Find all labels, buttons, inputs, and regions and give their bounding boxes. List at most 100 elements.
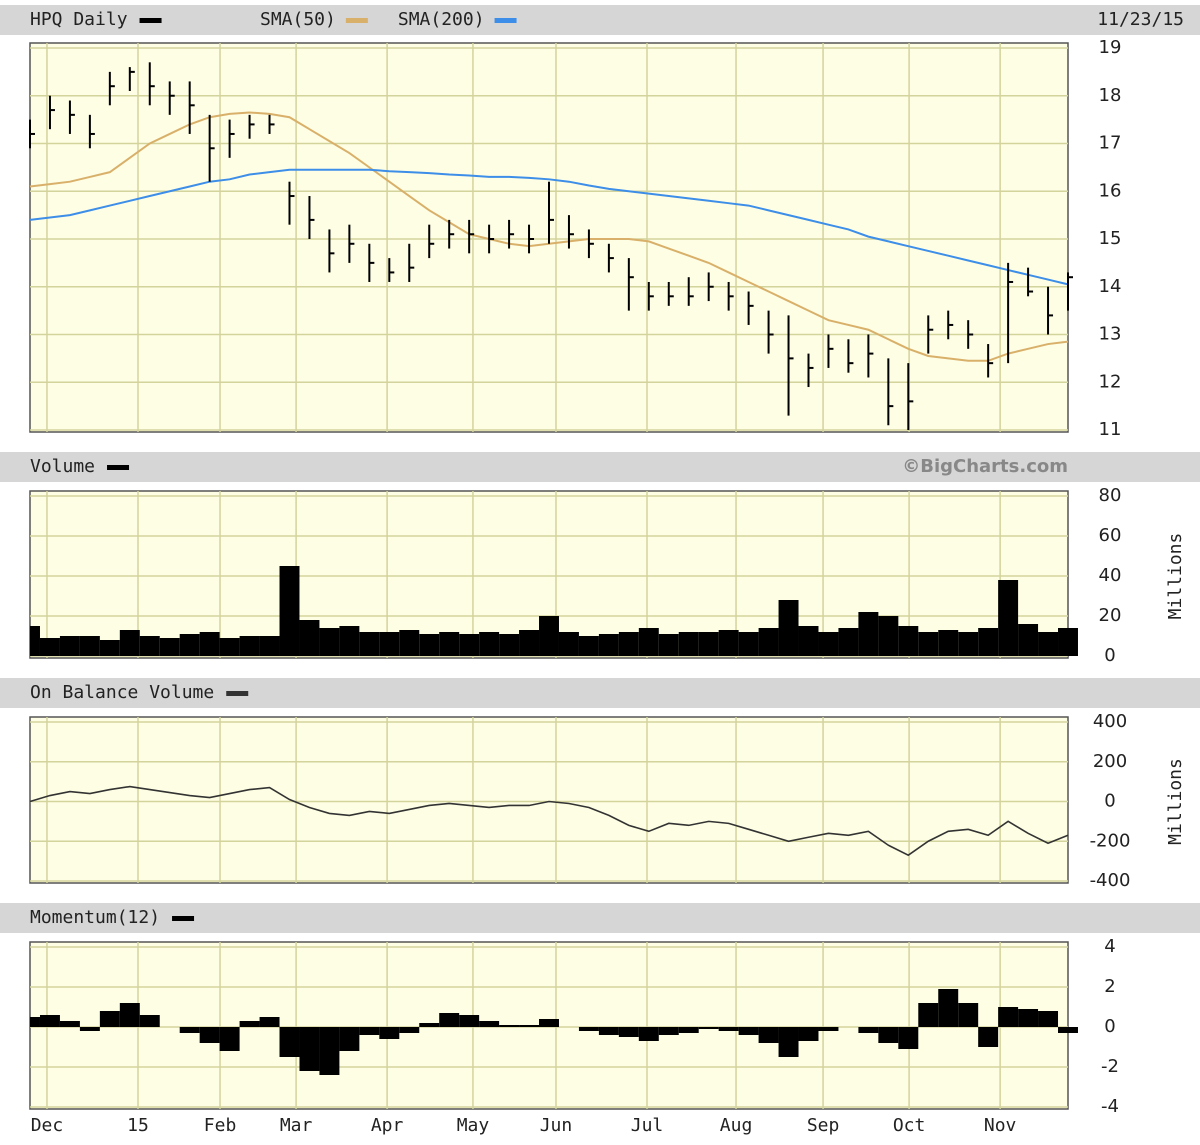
momentum-bar <box>99 1011 120 1027</box>
panel-title: HPQ Daily <box>30 9 128 30</box>
legend-swatch <box>494 18 517 23</box>
volume-bar <box>878 616 899 656</box>
x-tick-label: Apr <box>371 1115 404 1136</box>
volume-bar <box>259 636 280 656</box>
x-tick-label: Feb <box>204 1115 237 1136</box>
panel-header <box>0 452 1200 482</box>
momentum-bar <box>778 1027 799 1057</box>
volume-bar <box>658 634 679 656</box>
source-note: ©BigCharts.com <box>902 456 1068 477</box>
x-tick-label: 15 <box>127 1115 149 1136</box>
volume-bar <box>938 630 959 656</box>
y-tick-label: 80 <box>1099 485 1122 506</box>
y-tick-label: 16 <box>1099 180 1122 201</box>
momentum-bar <box>439 1013 460 1027</box>
volume-bar <box>718 630 739 656</box>
volume-bar <box>179 634 200 656</box>
chart-date: 11/23/15 <box>1097 9 1184 30</box>
panel-title: Volume <box>30 456 95 477</box>
y-tick-label: 2 <box>1104 976 1115 997</box>
momentum-bar <box>678 1027 699 1033</box>
momentum-bar <box>898 1027 919 1049</box>
volume-bar <box>1038 632 1059 656</box>
volume-bar <box>898 626 919 656</box>
x-tick-label: May <box>457 1115 490 1136</box>
momentum-bar <box>139 1015 160 1027</box>
momentum-bar <box>858 1027 879 1033</box>
volume-bar <box>738 632 759 656</box>
panel-header <box>0 5 1200 35</box>
momentum-bar <box>539 1019 559 1027</box>
momentum-bar <box>578 1027 599 1031</box>
obv-line <box>29 785 1069 857</box>
y-tick-label: 4 <box>1104 936 1115 957</box>
volume-bar <box>359 632 380 656</box>
momentum-bar <box>79 1027 100 1031</box>
momentum-bar <box>798 1027 819 1041</box>
y-tick-label: 40 <box>1099 565 1122 586</box>
momentum-bar <box>479 1021 500 1027</box>
x-tick-label: Jul <box>631 1115 664 1136</box>
momentum-bar <box>30 1017 40 1027</box>
momentum-bar <box>718 1027 739 1031</box>
y-tick-label: 0 <box>1104 1016 1115 1037</box>
y-tick-label: 0 <box>1104 645 1115 666</box>
volume-bar <box>818 632 839 656</box>
x-tick-label: Sep <box>807 1115 840 1136</box>
legend-swatch <box>139 18 162 23</box>
volume-bar <box>379 632 400 656</box>
y-tick-label: -400 <box>1090 870 1131 891</box>
momentum-bar <box>259 1017 280 1027</box>
volume-bar <box>499 634 520 656</box>
volume-bar <box>838 628 859 656</box>
volume-bar <box>618 632 639 656</box>
volume-bar <box>918 632 939 656</box>
momentum-bar <box>698 1027 719 1029</box>
momentum-bar <box>179 1027 200 1033</box>
momentum-bar <box>119 1003 140 1027</box>
momentum-bar <box>519 1025 540 1027</box>
panel-title: Momentum(12) <box>30 907 160 928</box>
y-tick-label: 0 <box>1104 791 1115 812</box>
volume-bar <box>638 628 659 656</box>
y-axis-label: Millions <box>1165 533 1186 620</box>
volume-bar <box>79 636 100 656</box>
x-tick-label: Oct <box>893 1115 926 1136</box>
volume-bar <box>199 632 220 656</box>
legend-swatch <box>107 465 130 470</box>
momentum-bar <box>39 1015 60 1027</box>
volume-bar <box>39 638 60 656</box>
y-tick-label: 12 <box>1099 371 1122 392</box>
momentum-bar <box>638 1027 659 1041</box>
momentum-bar <box>459 1015 480 1027</box>
momentum-bar <box>419 1023 440 1027</box>
y-tick-label: 200 <box>1093 751 1127 772</box>
volume-bar <box>319 628 340 656</box>
legend-swatch <box>345 18 368 23</box>
volume-bar <box>1018 624 1039 656</box>
y-tick-label: 11 <box>1099 419 1122 440</box>
volume-bar <box>578 636 599 656</box>
momentum-bar <box>878 1027 899 1043</box>
volume-bar <box>978 628 999 656</box>
momentum-bar <box>818 1027 839 1031</box>
volume-bar <box>539 616 559 656</box>
volume-bar <box>239 636 260 656</box>
plot-area <box>29 716 1069 884</box>
volume-bar <box>419 634 440 656</box>
volume-bar <box>479 632 500 656</box>
y-tick-label: 15 <box>1099 228 1122 249</box>
legend-swatch <box>172 916 195 921</box>
volume-bar <box>758 628 779 656</box>
x-tick-label: Mar <box>280 1115 313 1136</box>
y-tick-label: -2 <box>1101 1056 1119 1077</box>
momentum-bar <box>1058 1027 1078 1033</box>
legend-label: SMA(50) <box>260 9 336 30</box>
momentum-bar <box>239 1021 260 1027</box>
volume-bar <box>399 630 420 656</box>
x-tick-label: Aug <box>720 1115 753 1136</box>
y-tick-label: 20 <box>1099 605 1122 626</box>
volume-bar <box>119 630 140 656</box>
momentum-bar <box>978 1027 999 1047</box>
